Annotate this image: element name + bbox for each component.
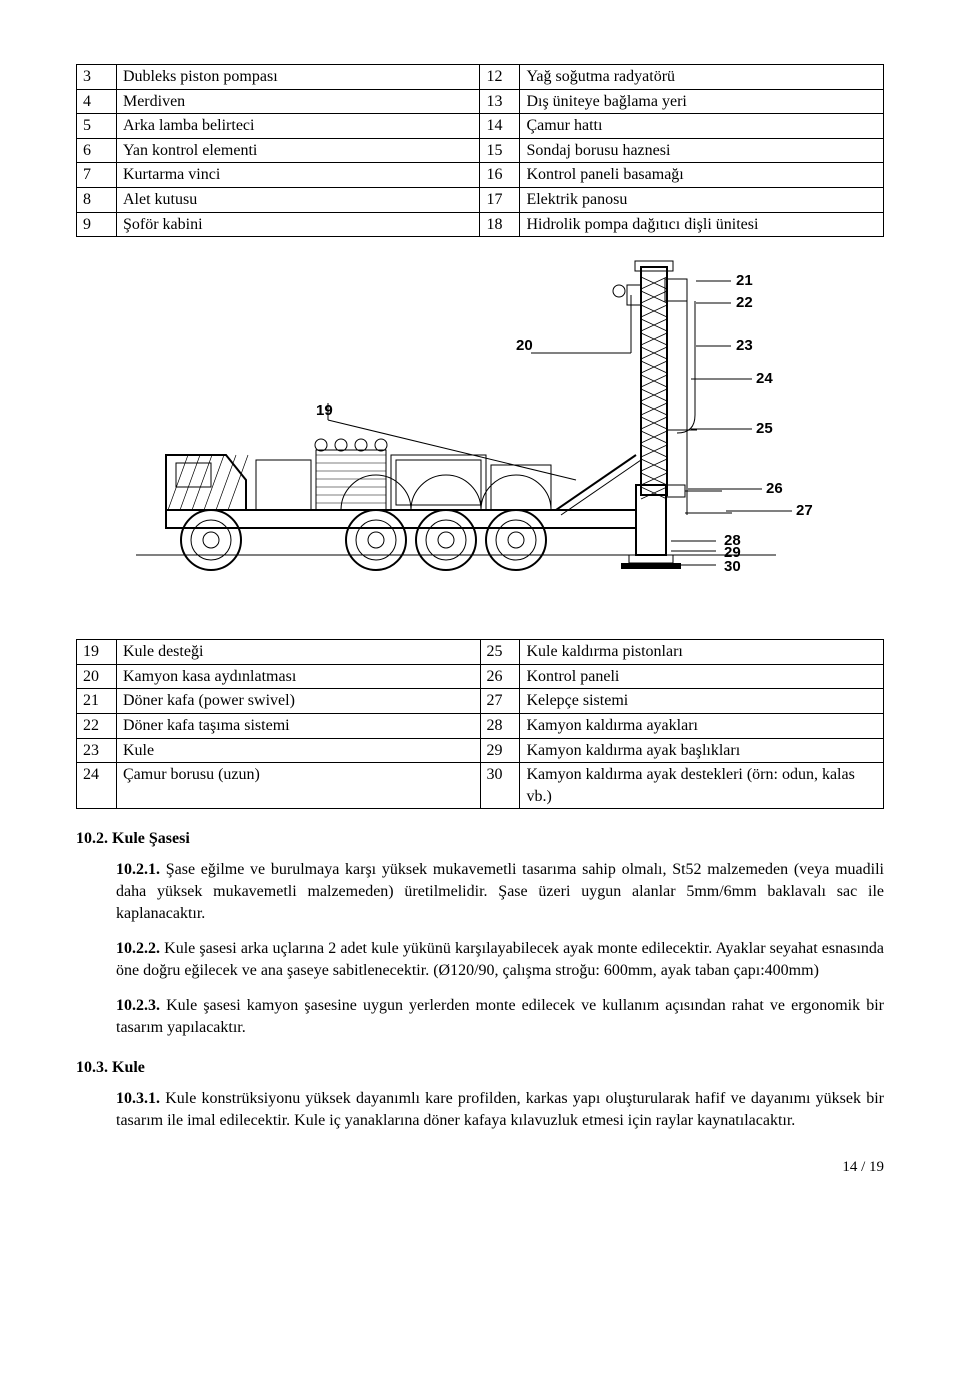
part-number: 17	[480, 187, 520, 212]
part-number: 6	[77, 138, 117, 163]
part-description: Kelepçe sistemi	[520, 689, 884, 714]
para-num: 10.2.2.	[116, 940, 160, 957]
table-row: 19Kule desteği25Kule kaldırma pistonları	[77, 640, 884, 665]
table-row: 23Kule29Kamyon kaldırma ayak başlıkları	[77, 738, 884, 763]
table-row: 20Kamyon kasa aydınlatması26Kontrol pane…	[77, 664, 884, 689]
part-number: 5	[77, 114, 117, 139]
table-row: 21Döner kafa (power swivel)27Kelepçe sis…	[77, 689, 884, 714]
para-num: 10.3.1.	[116, 1090, 160, 1107]
part-number: 9	[77, 212, 117, 237]
heading-10-2: 10.2. Kule Şasesi	[76, 829, 884, 849]
part-description: Merdiven	[116, 89, 480, 114]
part-number: 3	[77, 65, 117, 90]
part-description: Dış üniteye bağlama yeri	[520, 89, 884, 114]
para-text: Kule şasesi arka uçlarına 2 adet kule yü…	[116, 940, 884, 979]
part-number: 18	[480, 212, 520, 237]
part-description: Sondaj borusu haznesi	[520, 138, 884, 163]
part-description: Yağ soğutma radyatörü	[520, 65, 884, 90]
table-row: 5Arka lamba belirteci14Çamur hattı	[77, 114, 884, 139]
table-row: 22Döner kafa taşıma sistemi28Kamyon kald…	[77, 713, 884, 738]
part-number: 30	[480, 763, 520, 809]
para-text: Şase eğilme ve burulmaya karşı yüksek mu…	[116, 861, 884, 921]
part-description: Kamyon kaldırma ayak destekleri (örn: od…	[520, 763, 884, 809]
part-number: 28	[480, 713, 520, 738]
part-number: 25	[480, 640, 520, 665]
svg-text:23: 23	[736, 337, 753, 354]
part-description: Kurtarma vinci	[116, 163, 480, 188]
svg-text:20: 20	[516, 337, 533, 354]
page-footer: 14 / 19	[76, 1158, 884, 1177]
table-row: 7Kurtarma vinci16Kontrol paneli basamağı	[77, 163, 884, 188]
svg-text:25: 25	[756, 420, 773, 437]
part-description: Şoför kabini	[116, 212, 480, 237]
para-num: 10.2.1.	[116, 861, 160, 878]
part-description: Elektrik panosu	[520, 187, 884, 212]
part-description: Döner kafa taşıma sistemi	[116, 713, 480, 738]
paragraph-10-2-2: 10.2.2. Kule şasesi arka uçlarına 2 adet…	[116, 938, 884, 981]
part-number: 15	[480, 138, 520, 163]
table-row: 6Yan kontrol elementi15Sondaj borusu haz…	[77, 138, 884, 163]
part-number: 14	[480, 114, 520, 139]
table-row: 9Şoför kabini18Hidrolik pompa dağıtıcı d…	[77, 212, 884, 237]
part-description: Kamyon kaldırma ayakları	[520, 713, 884, 738]
part-number: 26	[480, 664, 520, 689]
part-description: Döner kafa (power swivel)	[116, 689, 480, 714]
part-description: Kule desteği	[116, 640, 480, 665]
part-number: 23	[77, 738, 117, 763]
part-description: Kontrol paneli basamağı	[520, 163, 884, 188]
part-number: 29	[480, 738, 520, 763]
paragraph-10-2-1: 10.2.1. Şase eğilme ve burulmaya karşı y…	[116, 859, 884, 924]
svg-text:19: 19	[316, 402, 333, 419]
part-number: 20	[77, 664, 117, 689]
table-row: 8Alet kutusu17Elektrik panosu	[77, 187, 884, 212]
part-description: Kamyon kasa aydınlatması	[116, 664, 480, 689]
part-number: 27	[480, 689, 520, 714]
part-description: Kamyon kaldırma ayak başlıkları	[520, 738, 884, 763]
part-number: 24	[77, 763, 117, 809]
part-description: Çamur borusu (uzun)	[116, 763, 480, 809]
svg-text:27: 27	[796, 502, 813, 519]
svg-text:24: 24	[756, 370, 773, 387]
para-num: 10.2.3.	[116, 997, 160, 1014]
part-number: 22	[77, 713, 117, 738]
part-description: Alet kutusu	[116, 187, 480, 212]
part-number: 16	[480, 163, 520, 188]
part-number: 7	[77, 163, 117, 188]
part-description: Dubleks piston pompası	[116, 65, 480, 90]
part-number: 4	[77, 89, 117, 114]
part-number: 21	[77, 689, 117, 714]
paragraph-10-3-1: 10.3.1. Kule konstrüksiyonu yüksek dayan…	[116, 1088, 884, 1131]
heading-10-3: 10.3. Kule	[76, 1058, 884, 1078]
part-number: 12	[480, 65, 520, 90]
para-text: Kule şasesi kamyon şasesine uygun yerler…	[116, 997, 884, 1036]
table-row: 4Merdiven13Dış üniteye bağlama yeri	[77, 89, 884, 114]
parts-table-1: 3Dubleks piston pompası12Yağ soğutma rad…	[76, 64, 884, 237]
parts-table-2: 19Kule desteği25Kule kaldırma pistonları…	[76, 639, 884, 809]
table-row: 3Dubleks piston pompası12Yağ soğutma rad…	[77, 65, 884, 90]
part-number: 13	[480, 89, 520, 114]
truck-diagram: 192021222324252627282930	[76, 255, 884, 621]
part-number: 19	[77, 640, 117, 665]
part-description: Kule	[116, 738, 480, 763]
part-description: Hidrolik pompa dağıtıcı dişli ünitesi	[520, 212, 884, 237]
part-description: Çamur hattı	[520, 114, 884, 139]
svg-text:22: 22	[736, 294, 753, 311]
svg-text:30: 30	[724, 558, 741, 575]
part-description: Kontrol paneli	[520, 664, 884, 689]
svg-text:26: 26	[766, 480, 783, 497]
part-description: Kule kaldırma pistonları	[520, 640, 884, 665]
part-number: 8	[77, 187, 117, 212]
part-description: Arka lamba belirteci	[116, 114, 480, 139]
para-text: Kule konstrüksiyonu yüksek dayanımlı kar…	[116, 1090, 884, 1129]
paragraph-10-2-3: 10.2.3. Kule şasesi kamyon şasesine uygu…	[116, 995, 884, 1038]
part-description: Yan kontrol elementi	[116, 138, 480, 163]
svg-text:21: 21	[736, 272, 753, 289]
table-row: 24Çamur borusu (uzun)30Kamyon kaldırma a…	[77, 763, 884, 809]
